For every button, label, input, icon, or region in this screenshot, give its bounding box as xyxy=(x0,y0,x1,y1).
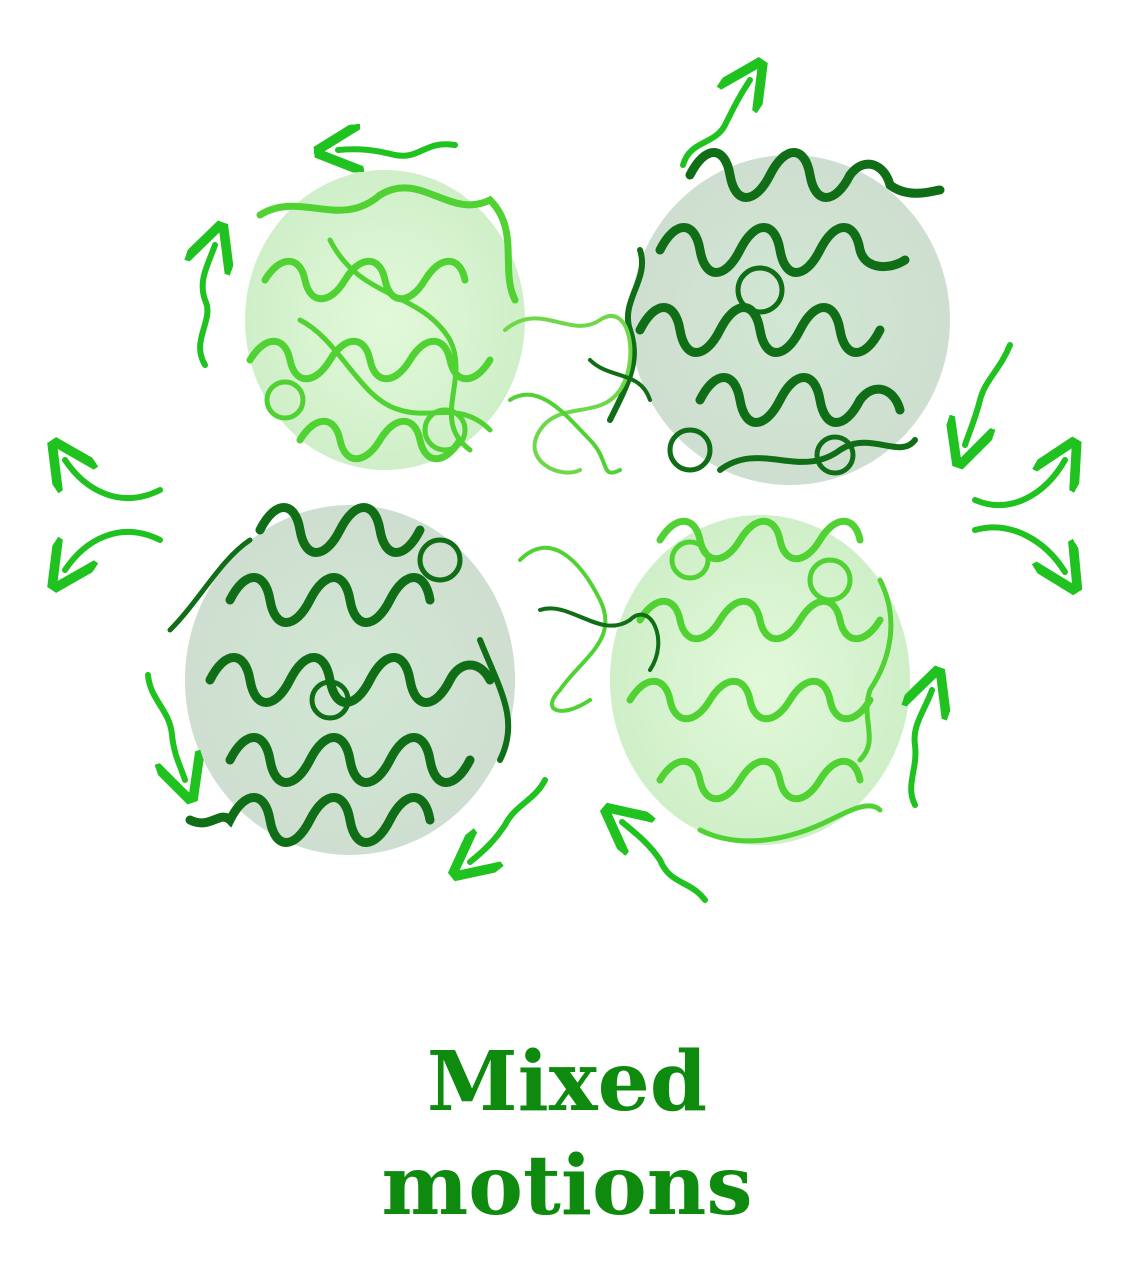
curved-arrow-icon xyxy=(622,822,708,903)
curved-arrow-icon xyxy=(338,144,458,156)
curved-arrow-icon xyxy=(680,80,750,168)
motion-arrows xyxy=(65,80,1065,903)
subunit-top-right xyxy=(607,148,950,485)
curved-arrow-icon xyxy=(200,245,215,368)
subunit-bottom-left xyxy=(167,503,515,855)
caption-line-1: Mixed xyxy=(426,1034,708,1130)
curved-arrow-icon xyxy=(65,460,163,501)
protein-tetramer-illustration xyxy=(0,0,1134,903)
central-linker-loops xyxy=(503,314,661,713)
curved-arrow-icon xyxy=(972,460,1065,508)
subunit-top-left xyxy=(245,170,525,470)
curved-arrow-icon xyxy=(911,690,932,808)
curved-arrow-icon xyxy=(470,777,548,862)
subunit-bottom-right xyxy=(610,515,910,845)
figure-caption: Mixed motions xyxy=(0,1030,1134,1238)
curved-arrow-icon xyxy=(972,524,1065,572)
curved-arrow-icon xyxy=(145,672,185,780)
curved-arrow-icon xyxy=(965,342,1013,445)
caption-line-2: motions xyxy=(381,1138,753,1234)
curved-arrow-icon xyxy=(65,529,163,570)
